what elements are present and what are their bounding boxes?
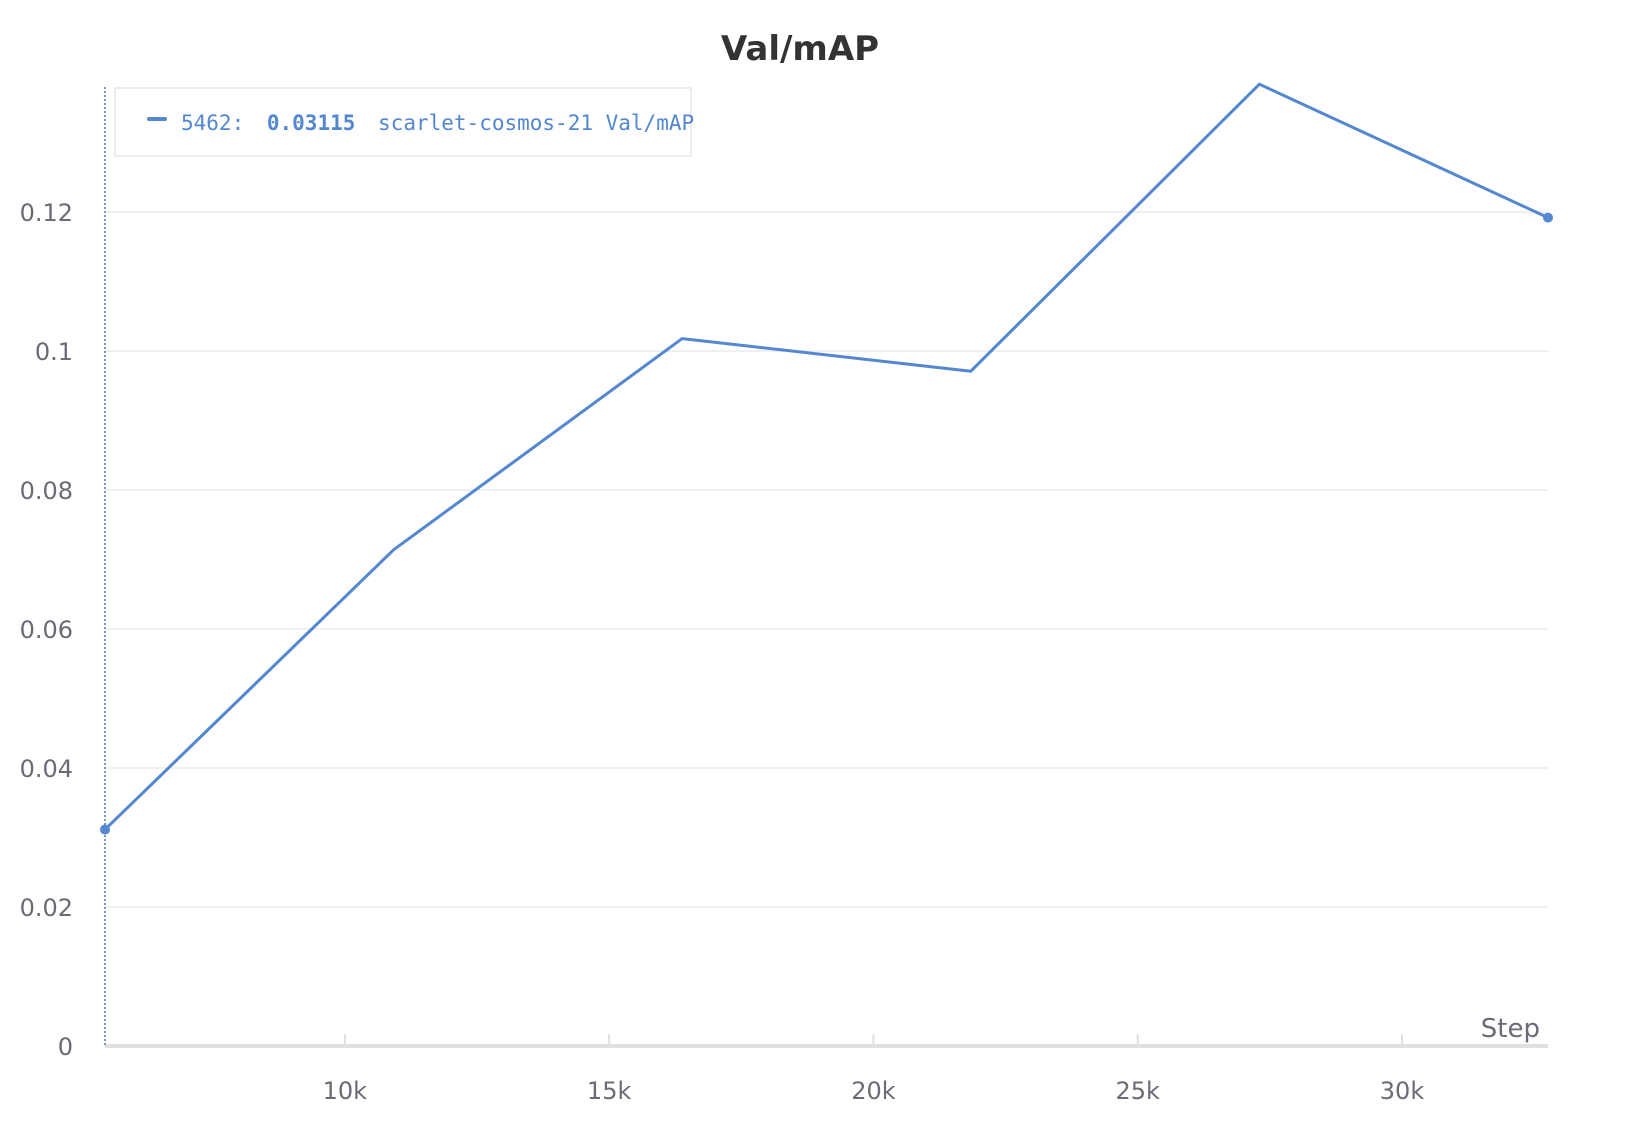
hover-point [100,824,110,835]
hover-crosshair [100,87,110,1046]
y-tick-label: 0 [58,1033,73,1061]
x-tick-label: 10k [323,1077,368,1105]
legend: 5462: 0.03115 scarlet-cosmos-21 Val/mAP [114,87,694,157]
legend-series-name: scarlet-cosmos-21 Val/mAP [378,111,694,135]
y-tick-label: 0.06 [20,616,73,644]
legend-value: 0.03115 [267,111,356,135]
y-tick-label: 0.1 [35,338,73,366]
y-tick-label: 0.02 [20,894,73,922]
chart-title: Val/mAP [721,29,879,69]
series-end-point [1543,212,1553,223]
x-tick-label: 20k [851,1077,896,1105]
x-axis-label: Step [1481,1014,1540,1044]
y-tick-label: 0.08 [20,477,73,505]
y-tick-label: 0.04 [20,755,73,783]
legend-entry: 5462: 0.03115 scarlet-cosmos-21 Val/mAP [181,111,694,135]
series-line [103,82,1550,831]
x-tick-label: 25k [1116,1077,1161,1105]
legend-swatch [147,117,167,121]
y-tick-label: 0.12 [20,199,73,227]
legend-box [114,87,692,157]
x-axis-ticks: 10k 15k 20k 25k 30k [323,1034,1425,1105]
x-tick-label: 30k [1380,1077,1425,1105]
series-layer [103,82,1553,831]
y-axis-ticks: 0 0.02 0.04 0.06 0.08 0.1 0.12 [20,199,73,1061]
grid-lines [105,211,1548,908]
legend-step: 5462: [181,111,244,135]
x-tick-label: 15k [587,1077,632,1105]
